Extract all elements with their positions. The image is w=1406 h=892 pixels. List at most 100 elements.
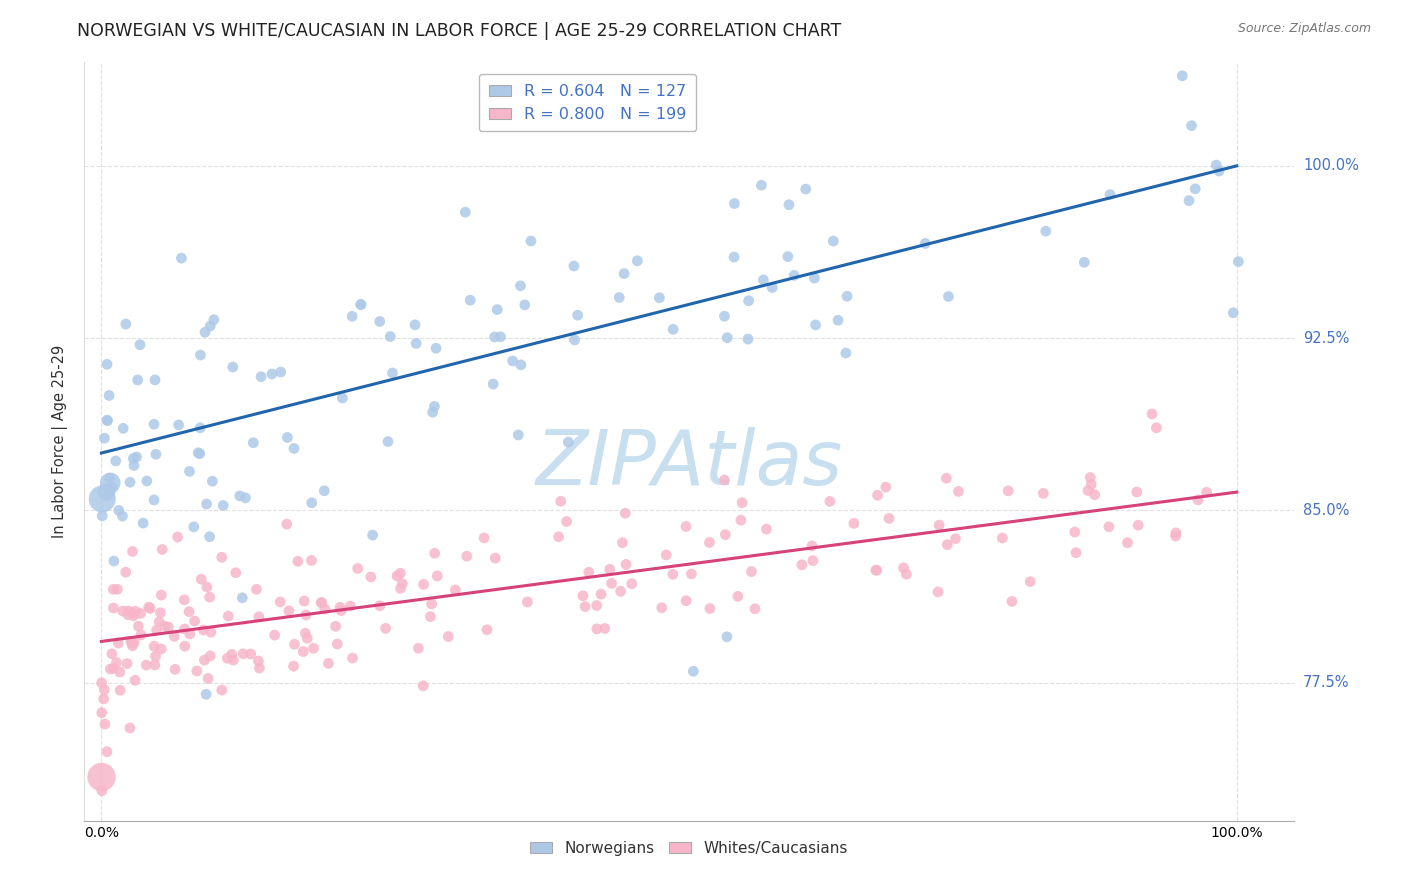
Point: [380, 329, 402, 343]
Point: [662, 567, 685, 582]
Point: [263, 628, 285, 642]
Y-axis label: In Labor Force | Age 25-29: In Labor Force | Age 25-29: [52, 345, 69, 538]
Point: [737, 293, 759, 308]
Point: [423, 546, 446, 560]
Point: [166, 530, 188, 544]
Point: [301, 496, 323, 510]
Point: [350, 297, 373, 311]
Point: [425, 341, 447, 355]
Point: [1128, 518, 1150, 533]
Point: [1073, 255, 1095, 269]
Point: [201, 475, 224, 489]
Point: [564, 333, 586, 347]
Point: [105, 656, 128, 670]
Point: [129, 338, 152, 352]
Point: [125, 450, 148, 464]
Point: [456, 549, 478, 563]
Point: [111, 509, 134, 524]
Point: [783, 268, 806, 283]
Point: [231, 591, 253, 605]
Point: [170, 251, 193, 265]
Point: [98, 388, 121, 402]
Point: [423, 400, 446, 414]
Point: [150, 641, 173, 656]
Point: [127, 619, 149, 633]
Point: [183, 614, 205, 628]
Point: [555, 515, 578, 529]
Point: [283, 637, 305, 651]
Point: [875, 480, 897, 494]
Point: [198, 530, 221, 544]
Point: [90, 770, 112, 784]
Point: [620, 576, 643, 591]
Point: [314, 602, 336, 616]
Point: [755, 522, 778, 536]
Point: [914, 236, 936, 251]
Point: [626, 253, 648, 268]
Point: [1205, 158, 1227, 172]
Point: [96, 413, 118, 427]
Point: [1077, 483, 1099, 498]
Point: [276, 430, 298, 444]
Point: [179, 627, 201, 641]
Point: [377, 434, 399, 449]
Point: [222, 359, 245, 374]
Point: [250, 369, 273, 384]
Point: [96, 745, 118, 759]
Point: [91, 491, 114, 506]
Point: [1080, 477, 1102, 491]
Point: [730, 513, 752, 527]
Point: [648, 291, 671, 305]
Point: [283, 659, 305, 673]
Point: [294, 626, 316, 640]
Point: [314, 483, 336, 498]
Point: [277, 604, 299, 618]
Point: [350, 297, 373, 311]
Point: [935, 471, 957, 485]
Point: [104, 454, 127, 468]
Point: [991, 531, 1014, 545]
Point: [776, 250, 799, 264]
Point: [458, 293, 481, 308]
Point: [1171, 69, 1194, 83]
Point: [737, 332, 759, 346]
Point: [197, 672, 219, 686]
Point: [404, 318, 426, 332]
Point: [655, 548, 678, 562]
Point: [122, 635, 145, 649]
Point: [578, 565, 600, 579]
Point: [139, 601, 162, 615]
Point: [103, 582, 125, 597]
Point: [1032, 486, 1054, 500]
Point: [412, 577, 434, 591]
Point: [339, 599, 361, 613]
Point: [118, 721, 141, 735]
Point: [124, 604, 146, 618]
Point: [193, 653, 215, 667]
Point: [945, 532, 967, 546]
Point: [195, 687, 218, 701]
Point: [508, 428, 530, 442]
Point: [484, 330, 506, 344]
Point: [121, 606, 143, 620]
Point: [1222, 306, 1244, 320]
Point: [194, 325, 217, 339]
Point: [165, 662, 187, 676]
Point: [342, 651, 364, 665]
Point: [486, 302, 509, 317]
Point: [731, 496, 754, 510]
Point: [422, 405, 444, 419]
Point: [437, 630, 460, 644]
Point: [269, 595, 291, 609]
Point: [1019, 574, 1042, 589]
Point: [94, 717, 117, 731]
Point: [122, 458, 145, 473]
Point: [202, 312, 225, 326]
Point: [1140, 407, 1163, 421]
Point: [211, 550, 233, 565]
Point: [157, 620, 180, 634]
Point: [823, 234, 845, 248]
Point: [520, 234, 543, 248]
Point: [612, 535, 634, 549]
Point: [482, 377, 505, 392]
